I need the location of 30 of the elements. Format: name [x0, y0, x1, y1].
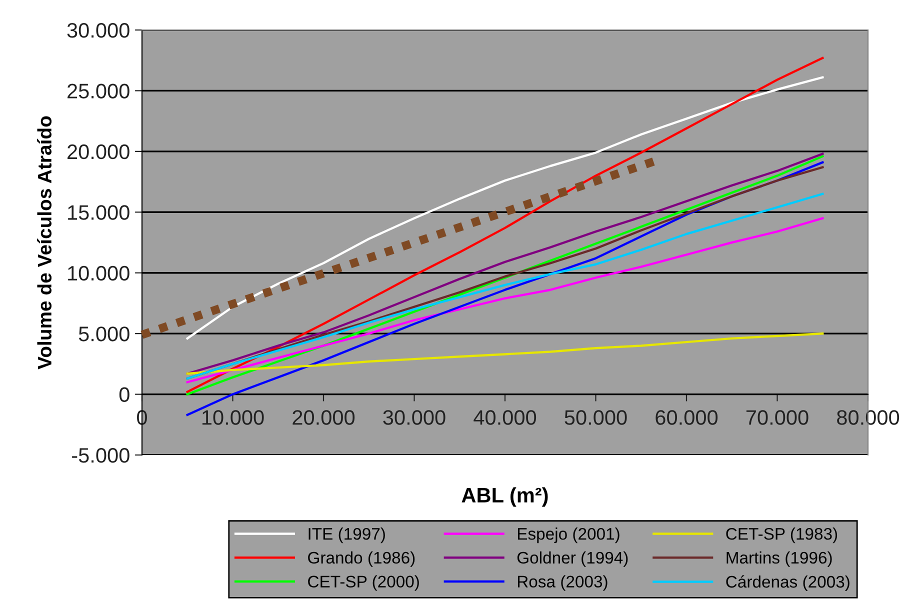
legend-label: Goldner (1994) [517, 551, 628, 567]
x-tick-label: 20.000 [292, 410, 355, 425]
y-tick-label: 10.000 [68, 266, 130, 281]
y-axis-title: Volume de Veículos Atraído [37, 116, 52, 370]
legend-label: Grando (1986) [308, 551, 415, 567]
line-series [186, 76, 824, 340]
x-axis-title: ABL (m²) [462, 487, 548, 507]
legend-label: Martins (1996) [726, 551, 832, 567]
legend-label: Espejo (2001) [518, 528, 620, 544]
y-tick-label: -5.000 [72, 448, 130, 463]
y-tick-label: 5.000 [78, 326, 130, 342]
y-tick-label: 30.000 [67, 23, 130, 38]
legend-label: CET-SP (1983) [726, 528, 838, 544]
legend-label: ITE (1997) [308, 528, 385, 544]
x-tick-label: 70.000 [746, 410, 808, 425]
line-series [186, 56, 824, 393]
line-series [186, 332, 824, 375]
x-tick-label: 10.000 [202, 410, 264, 425]
legend-label: Cárdenas (2003) [726, 575, 850, 591]
x-tick-label: 60.000 [656, 410, 718, 425]
y-tick-label: 15.000 [68, 205, 130, 220]
y-tick-label: 25.000 [68, 84, 130, 98]
x-tick-label: 50.000 [564, 410, 627, 425]
x-tick-label: 40.000 [474, 410, 536, 425]
legend-label: Rosa (2003) [518, 575, 608, 591]
y-tick-label: 0 [119, 387, 130, 402]
x-tick-label: 0 [137, 410, 147, 425]
y-tick-label: 20.000 [68, 144, 130, 160]
x-tick-label: 30.000 [383, 410, 446, 425]
legend-label: CET-SP (2000) [308, 575, 419, 591]
